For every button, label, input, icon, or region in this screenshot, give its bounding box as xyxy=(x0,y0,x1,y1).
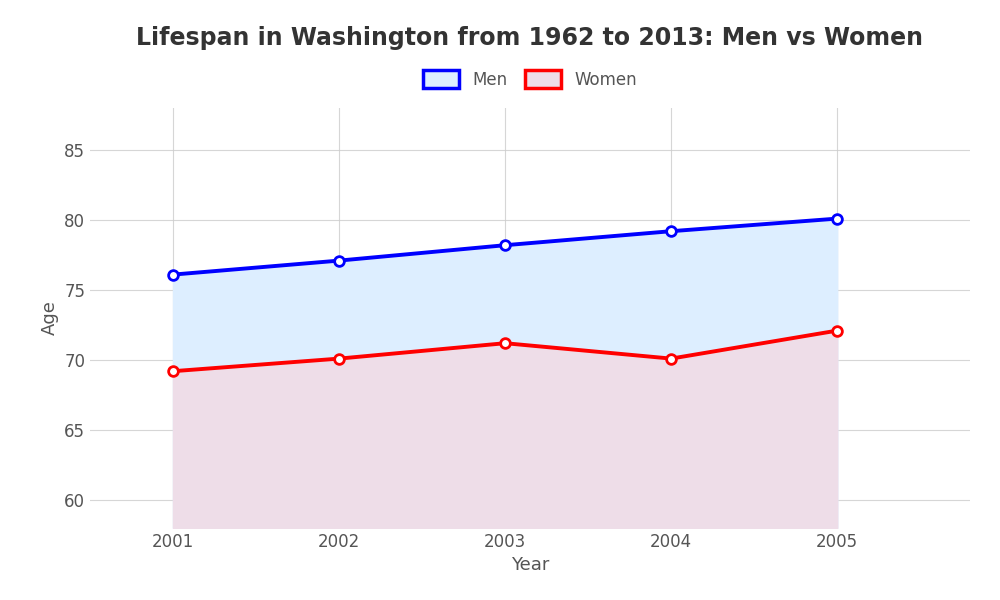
X-axis label: Year: Year xyxy=(511,556,549,574)
Legend: Men, Women: Men, Women xyxy=(414,62,646,97)
Y-axis label: Age: Age xyxy=(41,301,59,335)
Title: Lifespan in Washington from 1962 to 2013: Men vs Women: Lifespan in Washington from 1962 to 2013… xyxy=(136,26,924,50)
